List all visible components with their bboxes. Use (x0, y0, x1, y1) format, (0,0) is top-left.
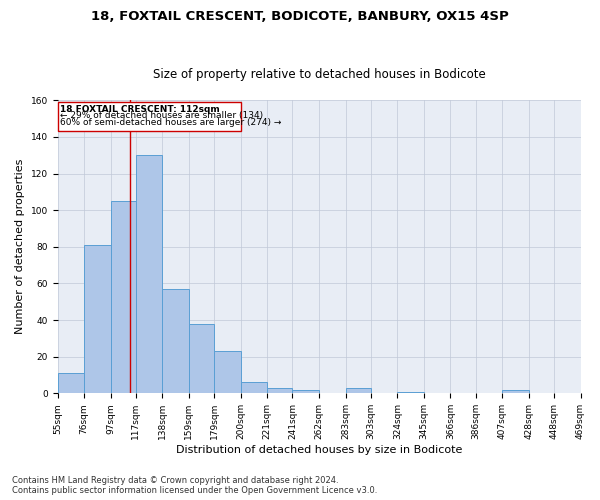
Bar (136, 155, 163, 394)
FancyBboxPatch shape (58, 102, 241, 132)
Y-axis label: Number of detached properties: Number of detached properties (15, 159, 25, 334)
Bar (189, 324, 214, 394)
Bar (84, 245, 110, 394)
Bar (267, 388, 292, 394)
Bar (397, 392, 424, 394)
Text: 18, FOXTAIL CRESCENT, BODICOTE, BANBURY, OX15 4SP: 18, FOXTAIL CRESCENT, BODICOTE, BANBURY,… (91, 10, 509, 23)
Bar (346, 388, 371, 394)
Text: ← 29% of detached houses are smaller (134): ← 29% of detached houses are smaller (13… (60, 111, 263, 120)
Text: 60% of semi-detached houses are larger (274) →: 60% of semi-detached houses are larger (… (60, 118, 281, 126)
Bar (110, 201, 136, 394)
Bar (502, 390, 529, 394)
Bar (241, 382, 267, 394)
X-axis label: Distribution of detached houses by size in Bodicote: Distribution of detached houses by size … (176, 445, 462, 455)
Bar (214, 351, 241, 394)
Bar (58, 373, 84, 394)
Text: 18 FOXTAIL CRESCENT: 112sqm: 18 FOXTAIL CRESCENT: 112sqm (60, 105, 220, 114)
Bar (292, 390, 319, 394)
Text: Contains HM Land Registry data © Crown copyright and database right 2024.
Contai: Contains HM Land Registry data © Crown c… (12, 476, 377, 495)
Title: Size of property relative to detached houses in Bodicote: Size of property relative to detached ho… (152, 68, 485, 81)
Bar (163, 289, 189, 394)
